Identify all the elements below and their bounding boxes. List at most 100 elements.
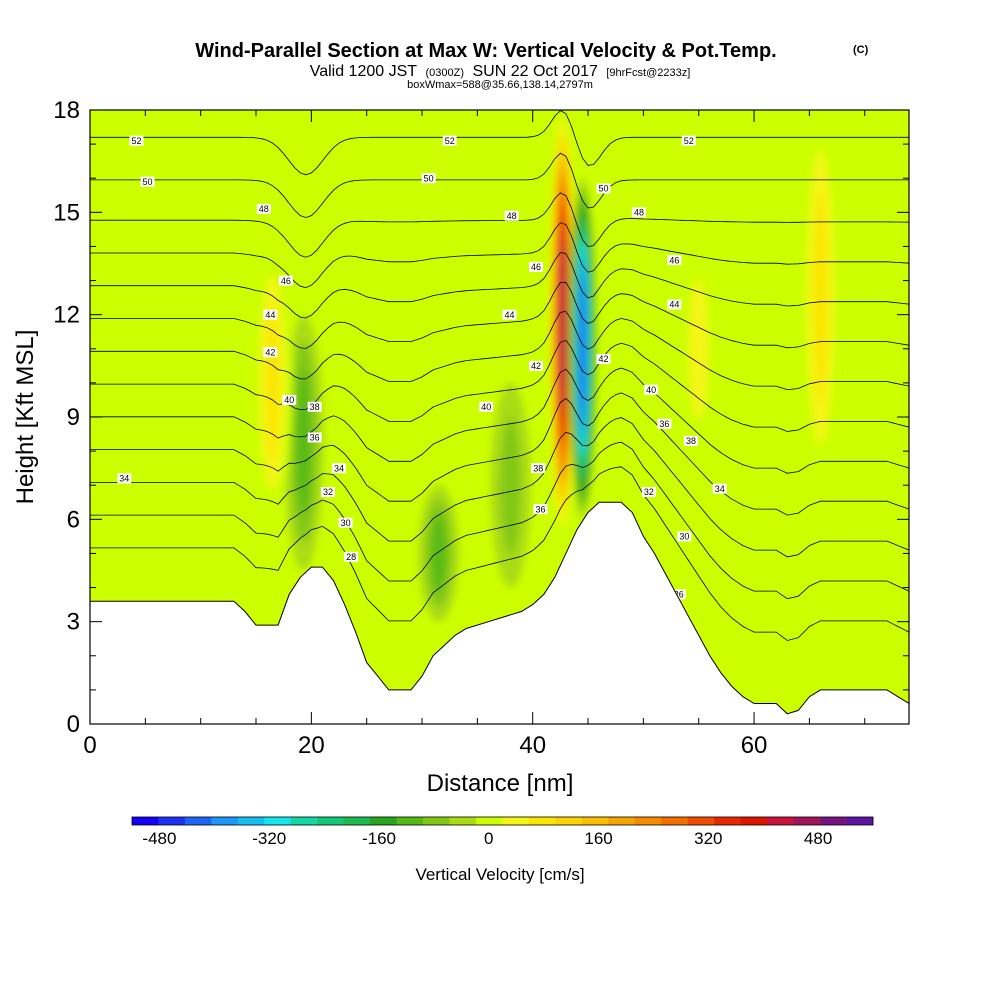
colorbar-swatch <box>528 817 556 825</box>
contour-label-bg <box>502 309 517 320</box>
colorbar-swatch <box>317 817 345 825</box>
contour-label: 32 <box>323 487 333 497</box>
contour-label-bg <box>596 354 611 365</box>
theta-contour <box>90 367 909 474</box>
contour-label-bg <box>263 309 278 320</box>
theta-contour <box>90 339 909 432</box>
subtitle-valid-time: Valid 1200 JST <box>310 63 418 80</box>
contour-label-bg <box>531 463 546 474</box>
contour-label-bg <box>421 173 436 184</box>
contour-label-bg <box>117 473 132 484</box>
contour-labels: 52 50 48 46 44 42 40 38 36 34 32 30 28 34 52 50 48 46 44 42… <box>117 135 727 600</box>
y-tick-label: 12 <box>53 302 80 329</box>
subtitle-utc-time: (0300Z) <box>426 67 465 79</box>
contour-label: 38 <box>310 402 320 412</box>
theta-contour <box>90 281 909 349</box>
x-tick-label: 40 <box>519 732 546 759</box>
contour-label: 34 <box>119 474 129 484</box>
contour-label: 48 <box>507 211 517 221</box>
contour-label: 50 <box>143 177 153 187</box>
contour-label-bg <box>320 487 335 498</box>
contour-label: 38 <box>533 463 543 473</box>
colorbar-swatch <box>423 817 450 825</box>
contour-label-bg <box>644 384 659 395</box>
contour-label-bg <box>140 176 155 187</box>
contour-label-bg <box>278 275 293 286</box>
y-tick-label: 18 <box>53 97 80 124</box>
vertical-velocity-field <box>252 110 841 622</box>
contour-label-bg <box>129 135 144 146</box>
contour-label-bg <box>677 531 692 542</box>
theta-contour <box>90 252 909 319</box>
theta-contour <box>90 222 909 289</box>
y-tick-label: 0 <box>67 711 80 738</box>
contour-label-bg <box>282 394 297 405</box>
contour-label-bg <box>683 435 698 446</box>
colorbar-swatch <box>449 817 477 825</box>
colorbar-swatch <box>740 817 768 825</box>
contour-label-bg <box>681 135 696 146</box>
y-tick-label: 3 <box>67 609 80 636</box>
theta-contour <box>90 417 909 558</box>
colorbar-swatch <box>634 817 662 825</box>
plot-area: 52 50 48 46 44 42 40 38 36 34 32 30 28 34 52 50 48 46 44 42… <box>90 110 909 724</box>
contour-label: 30 <box>679 532 689 542</box>
contour-label-bg <box>479 401 494 412</box>
contour-label: 40 <box>646 385 656 395</box>
colorbar-swatch <box>687 817 715 825</box>
theta-contour <box>90 466 909 641</box>
colorbar-swatch <box>132 817 159 825</box>
contour-label: 48 <box>259 204 269 214</box>
contour-label-bg <box>667 255 682 266</box>
contour-label: 48 <box>634 208 644 218</box>
subtitle-date: SUN 22 Oct 2017 <box>472 63 598 80</box>
y-tick-label: 15 <box>53 199 80 226</box>
contour-label-bg <box>641 487 656 498</box>
velocity-band <box>265 305 280 461</box>
contour-label: 52 <box>684 136 694 146</box>
colorbar-swatch <box>767 817 794 825</box>
colorbar-swatch <box>237 817 265 825</box>
colorbar-tick-label: -320 <box>252 829 286 848</box>
contour-label: 46 <box>281 276 291 286</box>
contour-label: 28 <box>346 552 356 562</box>
contour-label: 50 <box>599 184 609 194</box>
colorbar-tick-label: 320 <box>694 829 722 848</box>
contour-label: 34 <box>715 484 725 494</box>
contour-label: 26 <box>674 590 684 600</box>
chart-subtitle: Valid 1200 JST (0300Z) SUN 22 Oct 2017 [… <box>310 63 691 80</box>
velocity-band <box>500 416 521 555</box>
colorbar-swatch <box>264 817 292 825</box>
contour-label-bg <box>671 589 686 600</box>
y-axis-label: Height [Kft MSL] <box>12 330 39 505</box>
contour-label: 46 <box>531 262 541 272</box>
x-tick-label: 0 <box>83 732 96 759</box>
contour-label-bg <box>442 135 457 146</box>
theta-contour <box>90 310 909 391</box>
colorbar-tick-label: 160 <box>584 829 612 848</box>
contour-label: 46 <box>669 255 679 265</box>
contour-label-bg <box>263 347 278 358</box>
theta-contour <box>90 392 909 516</box>
colorbar-swatch <box>290 817 318 825</box>
colorbar-swatch <box>396 817 424 825</box>
theta-contour <box>90 110 909 176</box>
y-tick-label: 6 <box>67 506 80 533</box>
theta-contour <box>90 192 909 258</box>
title-copyright-mark: (C) <box>853 44 869 56</box>
colorbar-swatch <box>661 817 689 825</box>
contour-label: 44 <box>669 300 679 310</box>
contour-label-bg <box>533 504 548 515</box>
x-axis-label: Distance [nm] <box>427 770 574 797</box>
contour-label-bg <box>657 418 672 429</box>
contour-label-bg <box>307 401 322 412</box>
contour-label-bg <box>344 551 359 562</box>
contour-label: 42 <box>531 361 541 371</box>
contour-label-bg <box>631 207 646 218</box>
contour-label: 40 <box>481 402 491 412</box>
contour-label-bg <box>529 360 544 371</box>
contour-label: 36 <box>310 433 320 443</box>
colorbar-swatch <box>714 817 741 825</box>
